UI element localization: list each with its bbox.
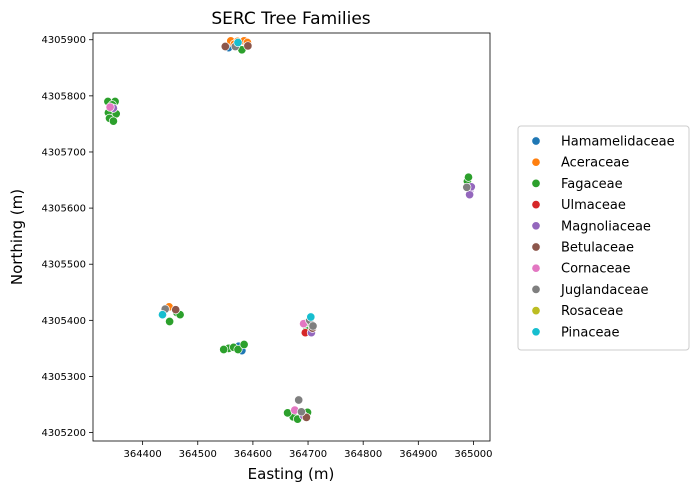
chart-title: SERC Tree Families (211, 9, 370, 29)
y-tick-label: 4305600 (41, 204, 86, 215)
data-point (306, 312, 316, 322)
data-point (233, 344, 243, 355)
legend-label: Cornaceae (561, 262, 630, 277)
y-axis: 4305200 4305300 4305400 4305500 4305600 43057… (41, 35, 93, 439)
data-point (308, 321, 318, 331)
data-point (294, 395, 304, 405)
x-tick-label: 364600 (234, 449, 272, 460)
data-point (108, 116, 118, 126)
legend-label: Fagaceae (561, 177, 623, 192)
x-tick-label: 364500 (179, 449, 217, 460)
legend-marker (531, 284, 541, 294)
data-point (165, 316, 175, 327)
x-axis: 364400 364500 364600 364700 364800 364900 3650… (124, 441, 493, 460)
y-tick-label: 4305700 (41, 147, 86, 158)
legend-marker (531, 157, 541, 167)
data-point (220, 41, 230, 52)
data-point (463, 172, 474, 182)
x-tick-label: 364400 (124, 449, 162, 460)
y-tick-label: 4305900 (41, 35, 86, 46)
y-axis-label: Northing (m) (8, 189, 26, 285)
data-point (462, 182, 472, 192)
plot-points (103, 36, 476, 424)
data-point (219, 344, 229, 355)
legend-label: Magnoliaceae (561, 219, 651, 234)
x-tick-label: 364700 (289, 449, 327, 460)
data-point (105, 102, 115, 112)
legend-label: Hamamelidaceae (561, 135, 675, 150)
legend-marker (531, 327, 541, 337)
legend-marker (531, 136, 541, 146)
y-tick-label: 4305500 (41, 260, 86, 271)
y-tick-label: 4305300 (41, 372, 86, 383)
legend-label: Ulmaceae (561, 198, 626, 213)
legend-marker (531, 306, 541, 316)
legend-label: Betulaceae (561, 241, 634, 256)
data-point (171, 305, 181, 315)
x-tick-label: 364800 (344, 449, 382, 460)
legend-frame (517, 125, 690, 351)
plot-frame (92, 32, 491, 442)
legend-marker (531, 200, 541, 210)
legend-marker (531, 263, 541, 273)
y-tick-label: 4305800 (41, 91, 86, 102)
data-point (233, 37, 243, 48)
x-tick-label: 365000 (454, 449, 492, 460)
data-point (296, 407, 306, 417)
legend-label: Aceraceae (561, 156, 629, 171)
legend-label: Pinaceae (561, 325, 619, 340)
x-tick-label: 364900 (399, 449, 437, 460)
data-point (243, 41, 253, 51)
legend-label: Rosaceae (561, 304, 623, 319)
y-tick-label: 4305400 (41, 316, 86, 327)
y-tick-label: 4305200 (41, 428, 86, 439)
legend: Hamamelidaceae Aceraceae Fagaceae Ulmaceae M… (517, 125, 690, 351)
legend-marker (531, 242, 541, 252)
legend-marker (531, 178, 541, 188)
legend-marker (531, 221, 541, 231)
data-point (239, 339, 249, 350)
data-point (157, 310, 168, 320)
x-axis-label: Easting (m) (248, 465, 335, 483)
legend-label: Juglandaceae (560, 283, 648, 298)
